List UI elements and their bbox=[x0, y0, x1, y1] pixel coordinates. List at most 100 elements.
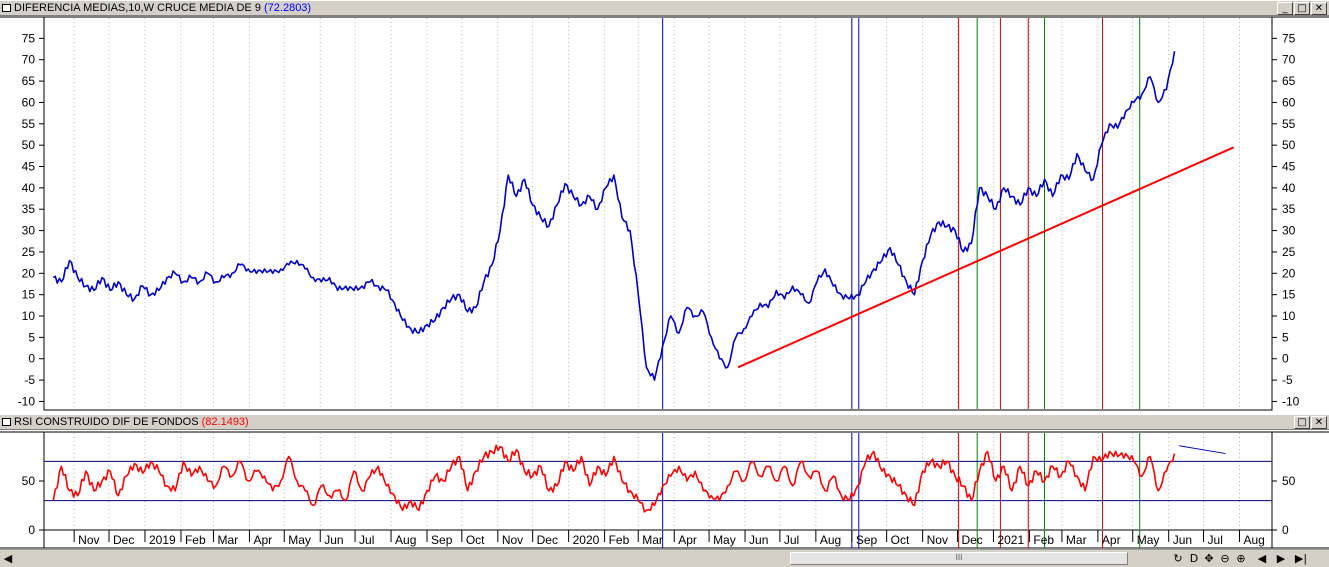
y-tick-label-right: 15 bbox=[1282, 288, 1296, 302]
nav-right-icon[interactable]: ▶ bbox=[1276, 552, 1286, 565]
month-label: Sep bbox=[856, 533, 878, 547]
chart-axes: Nov Dec 2019 Feb Mar Apr May Jun Jul Aug Sep Oct Nov… bbox=[18, 31, 1300, 547]
panel-system-icon[interactable] bbox=[2, 4, 11, 12]
signal-markers bbox=[662, 18, 1141, 548]
y-tick-label-right: 55 bbox=[1282, 117, 1296, 131]
y-tick-label-left: 25 bbox=[22, 245, 36, 259]
month-label: Oct bbox=[891, 533, 910, 547]
date-icon[interactable]: D bbox=[1189, 552, 1199, 565]
y-tick-label-left: 45 bbox=[22, 160, 36, 174]
month-label: Aug bbox=[1244, 533, 1265, 547]
y-tick-label-right: 35 bbox=[1282, 202, 1296, 216]
y-tick-label-left: 50 bbox=[22, 474, 36, 488]
rsi-line bbox=[52, 444, 1176, 513]
month-label: Mar bbox=[217, 533, 238, 547]
nav-end-icon[interactable]: ▶| bbox=[1294, 552, 1308, 565]
y-tick-label-right: 50 bbox=[1282, 474, 1296, 488]
y-tick-label-left: -10 bbox=[18, 394, 36, 408]
panel2-value: (82.1493) bbox=[201, 416, 249, 428]
month-label: Jun bbox=[749, 533, 768, 547]
panel1-close-button[interactable]: ✕ bbox=[1311, 2, 1327, 15]
month-label: Nov bbox=[502, 533, 523, 547]
panel1-value: (72.2803) bbox=[264, 2, 312, 14]
y-tick-label-right: 0 bbox=[1282, 352, 1289, 366]
y-tick-label-right: 30 bbox=[1282, 224, 1296, 238]
month-label: Jul bbox=[1208, 533, 1223, 547]
panel1-title: DIFERENCIA MEDIAS,10,W CRUCE MEDIA DE 9 bbox=[14, 2, 261, 14]
y-tick-label-right: 50 bbox=[1282, 138, 1296, 152]
y-tick-label-left: 5 bbox=[28, 330, 35, 344]
month-label: Feb bbox=[185, 533, 206, 547]
panel2-titlebar: RSI CONSTRUIDO DIF DE FONDOS (82.1493) □… bbox=[0, 414, 1329, 430]
y-tick-label-right: 40 bbox=[1282, 181, 1296, 195]
y-tick-label-right: 25 bbox=[1282, 245, 1296, 259]
y-tick-label-right: 0 bbox=[1282, 523, 1289, 537]
month-label: Apr bbox=[678, 533, 697, 547]
y-tick-label-right: 65 bbox=[1282, 74, 1296, 88]
month-label: 2020 bbox=[573, 533, 600, 547]
y-tick-label-right: 5 bbox=[1282, 330, 1289, 344]
month-label: 2021 bbox=[997, 533, 1024, 547]
y-tick-label-right: -5 bbox=[1282, 373, 1293, 387]
y-tick-label-left: 55 bbox=[22, 117, 36, 131]
month-label: Feb bbox=[1033, 533, 1054, 547]
month-label: Apr bbox=[253, 533, 272, 547]
month-label: Dec bbox=[961, 533, 982, 547]
y-tick-label-right: 60 bbox=[1282, 95, 1296, 109]
y-tick-label-left: 15 bbox=[22, 288, 36, 302]
y-tick-label-left: 10 bbox=[22, 309, 36, 323]
crosshair-icon[interactable]: ✥ bbox=[1204, 552, 1214, 565]
panel1-titlebar: DIFERENCIA MEDIAS,10,W CRUCE MEDIA DE 9 … bbox=[0, 0, 1329, 16]
month-label: May bbox=[713, 533, 736, 547]
y-tick-label-right: 70 bbox=[1282, 53, 1296, 67]
y-tick-label-left: 0 bbox=[28, 523, 35, 537]
y-tick-label-left: -5 bbox=[24, 373, 35, 387]
month-label: Mar bbox=[1066, 533, 1087, 547]
month-label: Dec bbox=[113, 533, 134, 547]
zoom-out-icon[interactable]: ⊖ bbox=[1220, 552, 1230, 565]
scroll-left-icon[interactable]: ◀ bbox=[3, 552, 13, 565]
month-label: May bbox=[288, 533, 311, 547]
month-label: Jul bbox=[784, 533, 799, 547]
y-tick-label-left: 50 bbox=[22, 138, 36, 152]
y-tick-label-left: 60 bbox=[22, 95, 36, 109]
month-label: Dec bbox=[537, 533, 558, 547]
y-tick-label-left: 70 bbox=[22, 53, 36, 67]
panel2-title: RSI CONSTRUIDO DIF DE FONDOS bbox=[14, 416, 199, 428]
refresh-icon[interactable]: ↻ bbox=[1173, 552, 1183, 565]
y-tick-label-left: 75 bbox=[22, 31, 36, 45]
rsi-trendline bbox=[1179, 445, 1226, 455]
zoom-in-icon[interactable]: ⊕ bbox=[1236, 552, 1246, 565]
panel1-restore-button[interactable]: □ bbox=[1294, 2, 1310, 15]
panel2-restore-button[interactable]: □ bbox=[1294, 416, 1310, 429]
support-trendline bbox=[737, 146, 1235, 369]
month-label: Jul bbox=[359, 533, 374, 547]
y-tick-label-right: 45 bbox=[1282, 160, 1296, 174]
month-label: Apr bbox=[1102, 533, 1121, 547]
chart-frames bbox=[0, 16, 1329, 549]
chart-series bbox=[44, 51, 1272, 513]
month-label: Mar bbox=[642, 533, 663, 547]
bottom-toolbar: ◀ III ↻ D ✥ ⊖ ⊕ ◀ ▶ ▶| bbox=[0, 549, 1329, 567]
month-label: May bbox=[1137, 533, 1160, 547]
y-tick-label-right: 20 bbox=[1282, 266, 1296, 280]
price-diff-line bbox=[52, 51, 1176, 381]
month-label: Jun bbox=[1173, 533, 1192, 547]
month-label: Nov bbox=[927, 533, 948, 547]
panel1-minimize-button[interactable]: _ bbox=[1277, 2, 1293, 15]
chart-canvas[interactable]: Nov Dec 2019 Feb Mar Apr May Jun Jul Aug Sep Oct Nov… bbox=[0, 0, 1329, 549]
month-label: Aug bbox=[395, 533, 416, 547]
y-tick-label-left: 35 bbox=[22, 202, 36, 216]
scroll-thumb[interactable]: III bbox=[790, 552, 1128, 565]
y-tick-label-right: 75 bbox=[1282, 31, 1296, 45]
y-tick-label-right: 10 bbox=[1282, 309, 1296, 323]
panel-system-icon[interactable] bbox=[2, 418, 11, 426]
panel2-close-button[interactable]: ✕ bbox=[1311, 416, 1327, 429]
month-label: Oct bbox=[466, 533, 485, 547]
month-label: Jun bbox=[324, 533, 343, 547]
y-tick-label-left: 65 bbox=[22, 74, 36, 88]
nav-left-icon[interactable]: ◀ bbox=[1257, 552, 1267, 565]
y-tick-label-left: 20 bbox=[22, 266, 36, 280]
month-label: Sep bbox=[431, 533, 453, 547]
month-label: Feb bbox=[609, 533, 630, 547]
